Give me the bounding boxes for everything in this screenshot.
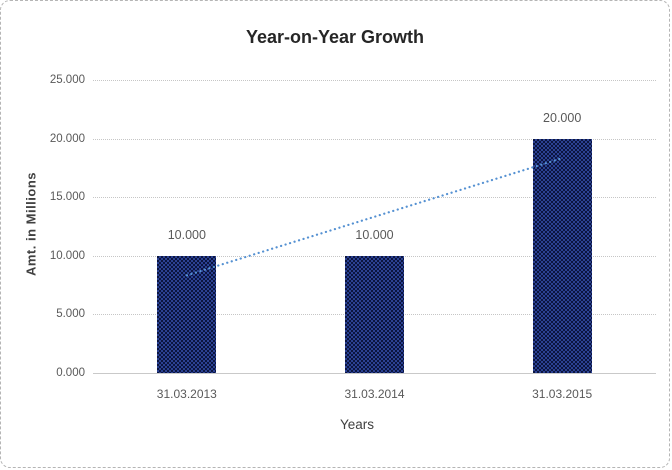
chart-title: Year-on-Year Growth: [245, 27, 425, 47]
x-tick-label: 31.03.2014: [344, 387, 405, 401]
bar-31.03.2014: [345, 255, 404, 373]
x-axis-line: [93, 373, 656, 374]
plot-area: 10.000 10.000 20.000: [93, 80, 656, 374]
y-tick-label: 20.000: [49, 132, 85, 145]
gridline: [93, 138, 656, 140]
gridline: [93, 197, 656, 199]
data-label: 20.000: [543, 110, 582, 125]
trendline: [185, 157, 564, 277]
data-label: 10.000: [355, 227, 394, 242]
x-axis-title: Years: [339, 417, 375, 432]
bar-31.03.2015: [532, 138, 592, 373]
y-tick-label: 10.000: [49, 249, 85, 262]
x-tick-label: 31.03.2013: [156, 387, 217, 401]
y-tick-label: 5.000: [56, 308, 85, 321]
y-tick-label: 15.000: [49, 191, 85, 204]
y-tick-label: 0.000: [56, 367, 85, 379]
gridline: [93, 80, 656, 81]
x-tick-label: 31.03.2015: [532, 387, 593, 401]
data-label: 10.000: [167, 227, 206, 242]
y-tick-label: 25.000: [49, 74, 85, 86]
